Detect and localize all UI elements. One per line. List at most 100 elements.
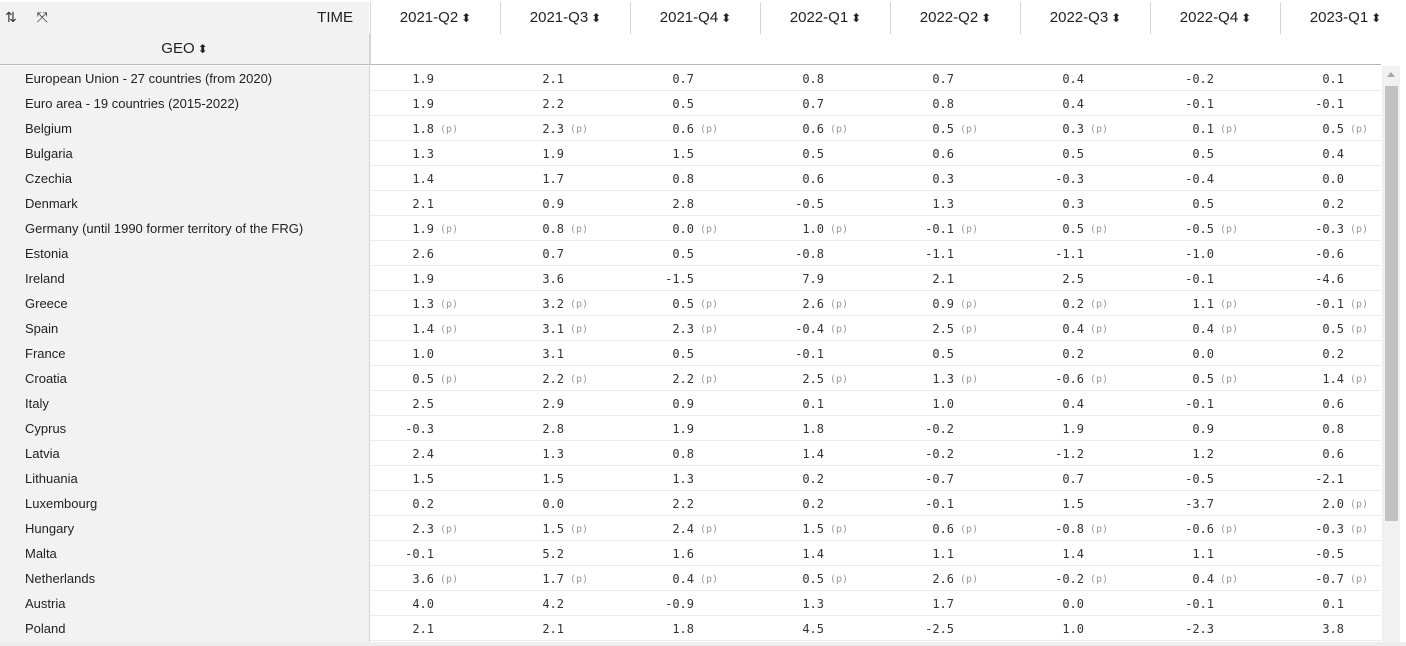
table-cell[interactable]: 1.3 [370, 141, 500, 166]
geo-row-label[interactable]: France [25, 346, 66, 361]
table-cell[interactable]: 0.3 [1020, 191, 1150, 216]
table-cell[interactable]: 2.4 [370, 441, 500, 466]
table-cell[interactable]: -1.2 [1020, 441, 1150, 466]
table-cell[interactable]: 0.1 (p) [1150, 116, 1280, 141]
table-cell[interactable]: 1.7 [500, 166, 630, 191]
table-cell[interactable]: -0.6 [1280, 241, 1381, 266]
time-column-header[interactable]: 2021-Q4 ⬍ [630, 2, 760, 34]
sort-icon[interactable]: ⬍ [981, 11, 992, 25]
table-cell[interactable]: -0.1 [890, 491, 1020, 516]
table-cell[interactable]: 2.4 (p) [630, 516, 760, 541]
table-cell[interactable]: -0.3 [1020, 166, 1150, 191]
table-cell[interactable]: 1.4 [760, 441, 890, 466]
table-cell[interactable]: 0.8 [1280, 416, 1381, 441]
geo-row-label[interactable]: Austria [25, 596, 66, 611]
table-cell[interactable]: 1.9 [370, 91, 500, 116]
table-cell[interactable]: 0.7 [500, 241, 630, 266]
scroll-up-arrow-icon[interactable] [1387, 72, 1395, 77]
time-column-header[interactable]: 2021-Q3 ⬍ [500, 2, 630, 34]
table-cell[interactable]: 1.9 [1020, 416, 1150, 441]
table-cell[interactable]: 1.9 [500, 141, 630, 166]
table-cell[interactable]: 0.2 [760, 491, 890, 516]
table-cell[interactable]: -0.2 [890, 441, 1020, 466]
geo-row-label[interactable]: Germany (until 1990 former territory of … [25, 221, 304, 236]
table-cell[interactable]: 0.7 [760, 91, 890, 116]
table-cell[interactable]: 2.0 (p) [1280, 491, 1381, 516]
table-cell[interactable]: 1.5 [370, 466, 500, 491]
table-cell[interactable]: 1.0 [370, 341, 500, 366]
geo-row-label[interactable]: Italy [25, 396, 49, 411]
table-cell[interactable]: 0.2 [1280, 341, 1381, 366]
table-cell[interactable]: 2.6 (p) [890, 566, 1020, 591]
table-cell[interactable]: 1.9 [370, 66, 500, 91]
geo-row-label[interactable]: Denmark [25, 196, 78, 211]
table-cell[interactable]: 2.5 [1020, 266, 1150, 291]
table-cell[interactable]: 0.9 [1150, 416, 1280, 441]
table-cell[interactable]: 2.9 [500, 391, 630, 416]
geo-row-label[interactable]: Croatia [25, 371, 67, 386]
swap-sort-icon[interactable]: ⇅ [5, 9, 17, 25]
table-cell[interactable]: 2.2 [630, 491, 760, 516]
sort-icon[interactable]: ⬍ [197, 42, 208, 56]
table-cell[interactable]: 0.7 [1020, 466, 1150, 491]
table-cell[interactable]: 0.6 (p) [760, 116, 890, 141]
table-cell[interactable]: 2.1 [500, 616, 630, 641]
table-cell[interactable]: -0.1 (p) [890, 216, 1020, 241]
table-cell[interactable]: 0.1 [1280, 591, 1381, 616]
sort-icon[interactable]: ⬍ [721, 11, 732, 25]
table-cell[interactable]: 0.2 [760, 466, 890, 491]
table-cell[interactable]: 2.8 [500, 416, 630, 441]
table-cell[interactable]: -0.2 [890, 416, 1020, 441]
table-cell[interactable]: 0.9 [500, 191, 630, 216]
table-cell[interactable]: 3.6 (p) [370, 566, 500, 591]
geo-row-label[interactable]: European Union - 27 countries (from 2020… [25, 71, 273, 86]
geo-row-label[interactable]: Poland [25, 621, 66, 636]
table-cell[interactable]: 1.3 [760, 591, 890, 616]
table-cell[interactable]: -0.1 [1150, 91, 1280, 116]
table-cell[interactable]: -1.1 [1020, 241, 1150, 266]
table-cell[interactable]: 0.5 (p) [760, 566, 890, 591]
time-column-header[interactable]: 2022-Q2 ⬍ [890, 2, 1020, 34]
table-cell[interactable]: -0.3 (p) [1280, 516, 1381, 541]
sort-icon[interactable]: ⬍ [461, 11, 472, 25]
table-cell[interactable]: 1.0 (p) [760, 216, 890, 241]
vertical-scrollbar[interactable] [1382, 66, 1400, 642]
table-cell[interactable]: 0.0 [1280, 166, 1381, 191]
table-cell[interactable]: 0.5 [1150, 191, 1280, 216]
table-cell[interactable]: 0.0 [1150, 341, 1280, 366]
table-cell[interactable]: 1.4 [760, 541, 890, 566]
table-cell[interactable]: -0.7 (p) [1280, 566, 1381, 591]
table-cell[interactable]: 0.1 [1280, 66, 1381, 91]
table-cell[interactable]: -0.5 (p) [1150, 216, 1280, 241]
table-cell[interactable]: 1.1 [1150, 541, 1280, 566]
table-cell[interactable]: -0.2 [1150, 66, 1280, 91]
table-cell[interactable]: 2.2 [500, 91, 630, 116]
table-cell[interactable]: 0.5 (p) [1020, 216, 1150, 241]
geo-row-label[interactable]: Netherlands [25, 571, 96, 586]
table-cell[interactable]: 0.6 (p) [890, 516, 1020, 541]
table-cell[interactable]: -0.4 [1150, 166, 1280, 191]
table-cell[interactable]: 0.9 [630, 391, 760, 416]
table-cell[interactable]: 0.4 [1020, 91, 1150, 116]
table-cell[interactable]: 2.1 [370, 616, 500, 641]
table-cell[interactable]: 0.5 [630, 91, 760, 116]
table-cell[interactable]: 2.5 [370, 391, 500, 416]
table-cell[interactable]: 4.5 [760, 616, 890, 641]
geo-column-header[interactable]: GEO ⬍ [0, 34, 369, 64]
table-cell[interactable]: 0.5 (p) [630, 291, 760, 316]
table-cell[interactable]: 0.1 [760, 391, 890, 416]
table-cell[interactable]: 0.2 [370, 491, 500, 516]
table-cell[interactable]: 2.2 (p) [500, 366, 630, 391]
table-cell[interactable]: 4.0 [370, 591, 500, 616]
table-cell[interactable]: 0.5 [890, 341, 1020, 366]
table-cell[interactable]: 5.2 [500, 541, 630, 566]
geo-row-label[interactable]: Greece [25, 296, 68, 311]
table-cell[interactable]: 1.4 [1020, 541, 1150, 566]
table-cell[interactable]: 0.5 [630, 241, 760, 266]
table-cell[interactable]: 0.0 [1020, 591, 1150, 616]
table-cell[interactable]: 0.4 [1020, 66, 1150, 91]
table-cell[interactable]: 1.8 (p) [370, 116, 500, 141]
table-cell[interactable]: 0.6 [890, 141, 1020, 166]
table-cell[interactable]: -2.3 [1150, 616, 1280, 641]
table-cell[interactable]: 1.5 [630, 141, 760, 166]
